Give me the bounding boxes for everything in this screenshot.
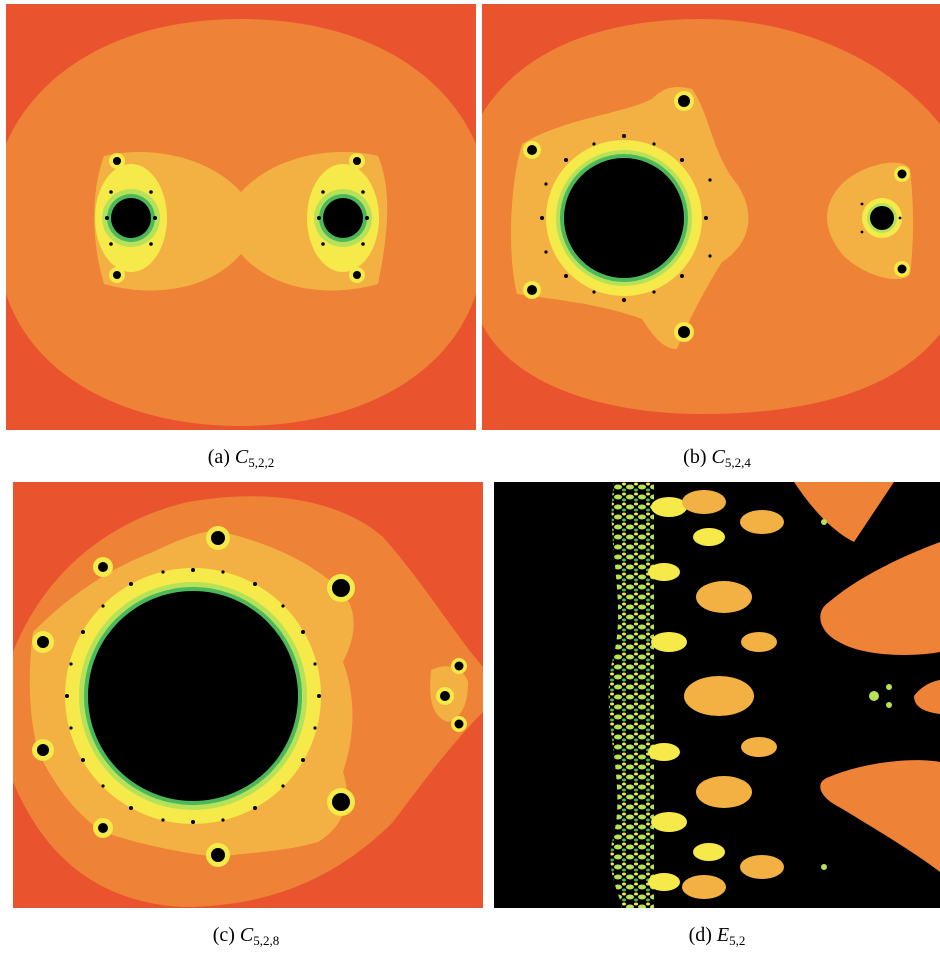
caption-b-symbol: C — [711, 446, 725, 468]
caption-b-label: (b) — [683, 446, 707, 468]
fractal-panel-d — [494, 482, 940, 908]
fractal-image-b — [482, 4, 940, 430]
caption-c-subscript: 5,2,8 — [253, 933, 280, 948]
fractal-panel-b — [482, 4, 940, 430]
caption-a-subscript: 5,2,2 — [248, 455, 275, 470]
caption-b: (b) C5,2,4 — [683, 446, 751, 471]
fractal-panel-c — [13, 482, 483, 908]
caption-a: (a) C5,2,2 — [208, 446, 275, 471]
caption-a-symbol: C — [234, 446, 249, 468]
caption-c-label: (c) — [212, 924, 235, 946]
fractal-image-c — [13, 482, 483, 908]
caption-a-label: (a) — [207, 446, 230, 468]
fractal-image-a — [6, 4, 476, 430]
caption-d: (d) E5,2 — [689, 924, 746, 949]
caption-c: (c) C5,2,8 — [213, 924, 280, 949]
caption-d-label: (d) — [688, 924, 712, 946]
caption-c-symbol: C — [239, 924, 254, 946]
caption-d-subscript: 5,2 — [729, 933, 746, 948]
fractal-panel-a — [6, 4, 476, 430]
caption-b-subscript: 5,2,4 — [724, 455, 751, 470]
fractal-image-d — [494, 482, 940, 908]
caption-d-symbol: E — [716, 924, 730, 946]
